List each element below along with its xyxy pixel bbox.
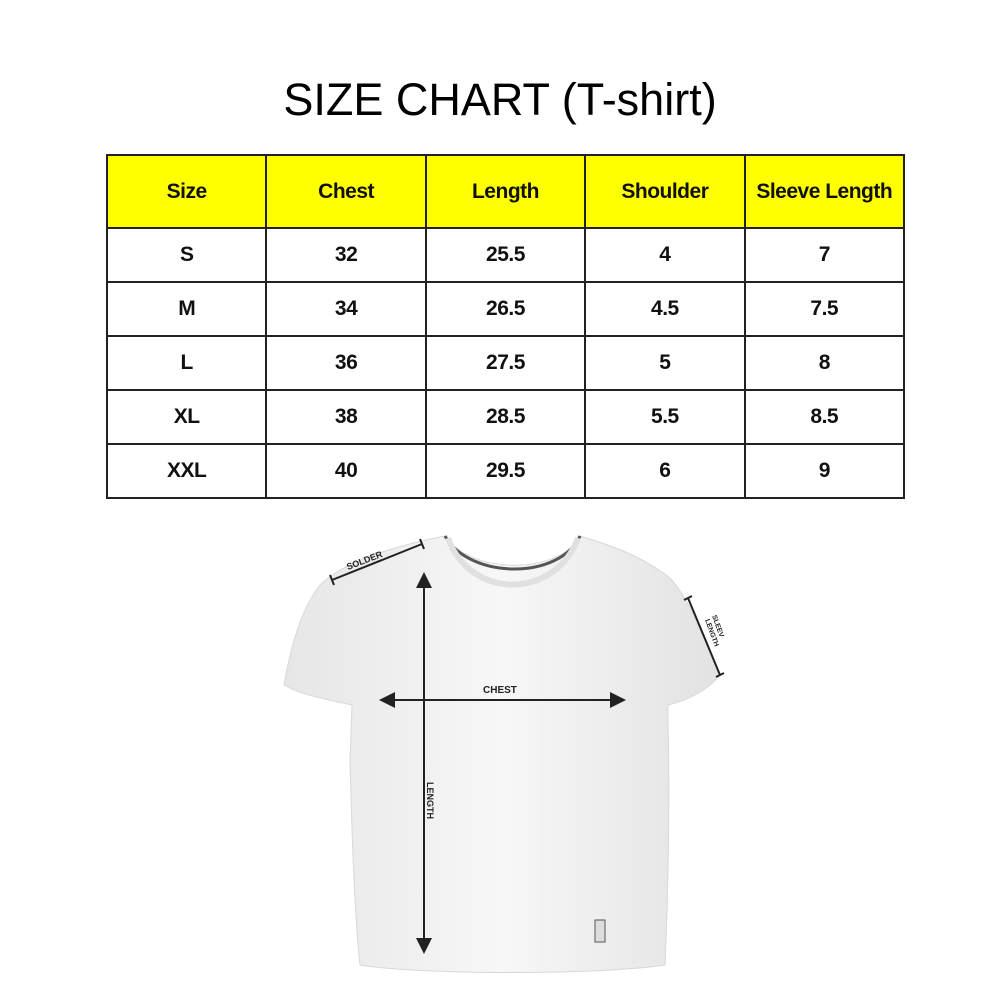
table-cell: 27.5 — [424, 335, 587, 391]
page-title: SIZE CHART (T-shirt) — [283, 74, 717, 125]
table-cell: 7 — [743, 227, 906, 283]
table-cell: 26.5 — [424, 281, 587, 337]
header-cell: Size — [105, 154, 268, 229]
table-cell: 36 — [265, 335, 427, 391]
tshirt-shape — [283, 535, 721, 973]
header-cell: Chest — [265, 154, 427, 229]
table-cell: 25.5 — [424, 227, 587, 283]
table-cell: 5 — [584, 335, 746, 391]
table-cell: M — [105, 281, 268, 337]
table-cell: 6 — [584, 443, 746, 499]
table-cell: 34 — [265, 281, 427, 337]
table-cell: 40 — [265, 443, 427, 499]
table-cell: 8 — [743, 335, 906, 391]
table-cell: 28.5 — [424, 389, 587, 445]
header-cell: Sleeve Length — [743, 154, 906, 229]
table-cell: 5.5 — [584, 389, 746, 445]
table-cell: XL — [105, 389, 268, 445]
sleeve-arrow — [687, 597, 721, 676]
table-row: L 36 27.5 5 8 — [105, 335, 906, 391]
tshirt-diagram: SOLDER LENGTH CHEST SLEEV LENGTH — [283, 535, 725, 973]
table-cell: 9 — [743, 443, 906, 499]
table-cell: 4.5 — [584, 281, 746, 337]
table-row: S 32 25.5 4 7 — [105, 227, 906, 283]
table-cell: 38 — [265, 389, 427, 445]
table-row: XL 38 28.5 5.5 8.5 — [105, 389, 906, 445]
header-cell: Length — [424, 154, 587, 229]
size-table: Size Chest Length Shoulder Sleeve Length… — [105, 154, 906, 499]
brand-tag-icon — [594, 919, 606, 943]
table-cell: 8.5 — [743, 389, 906, 445]
header-cell: Shoulder — [584, 154, 746, 229]
table-cell: 29.5 — [424, 443, 587, 499]
length-label: LENGTH — [425, 782, 435, 819]
table-cell: 32 — [265, 227, 427, 283]
table-row: M 34 26.5 4.5 7.5 — [105, 281, 906, 337]
table-cell: S — [105, 227, 268, 283]
chest-label: CHEST — [483, 685, 517, 696]
table-cell: L — [105, 335, 268, 391]
table-cell: 7.5 — [743, 281, 906, 337]
table-cell: XXL — [105, 443, 268, 499]
table-row: XXL 40 29.5 6 9 — [105, 443, 906, 499]
table-cell: 4 — [584, 227, 746, 283]
table-header-row: Size Chest Length Shoulder Sleeve Length — [105, 154, 906, 229]
shoulder-arrow — [331, 543, 423, 581]
